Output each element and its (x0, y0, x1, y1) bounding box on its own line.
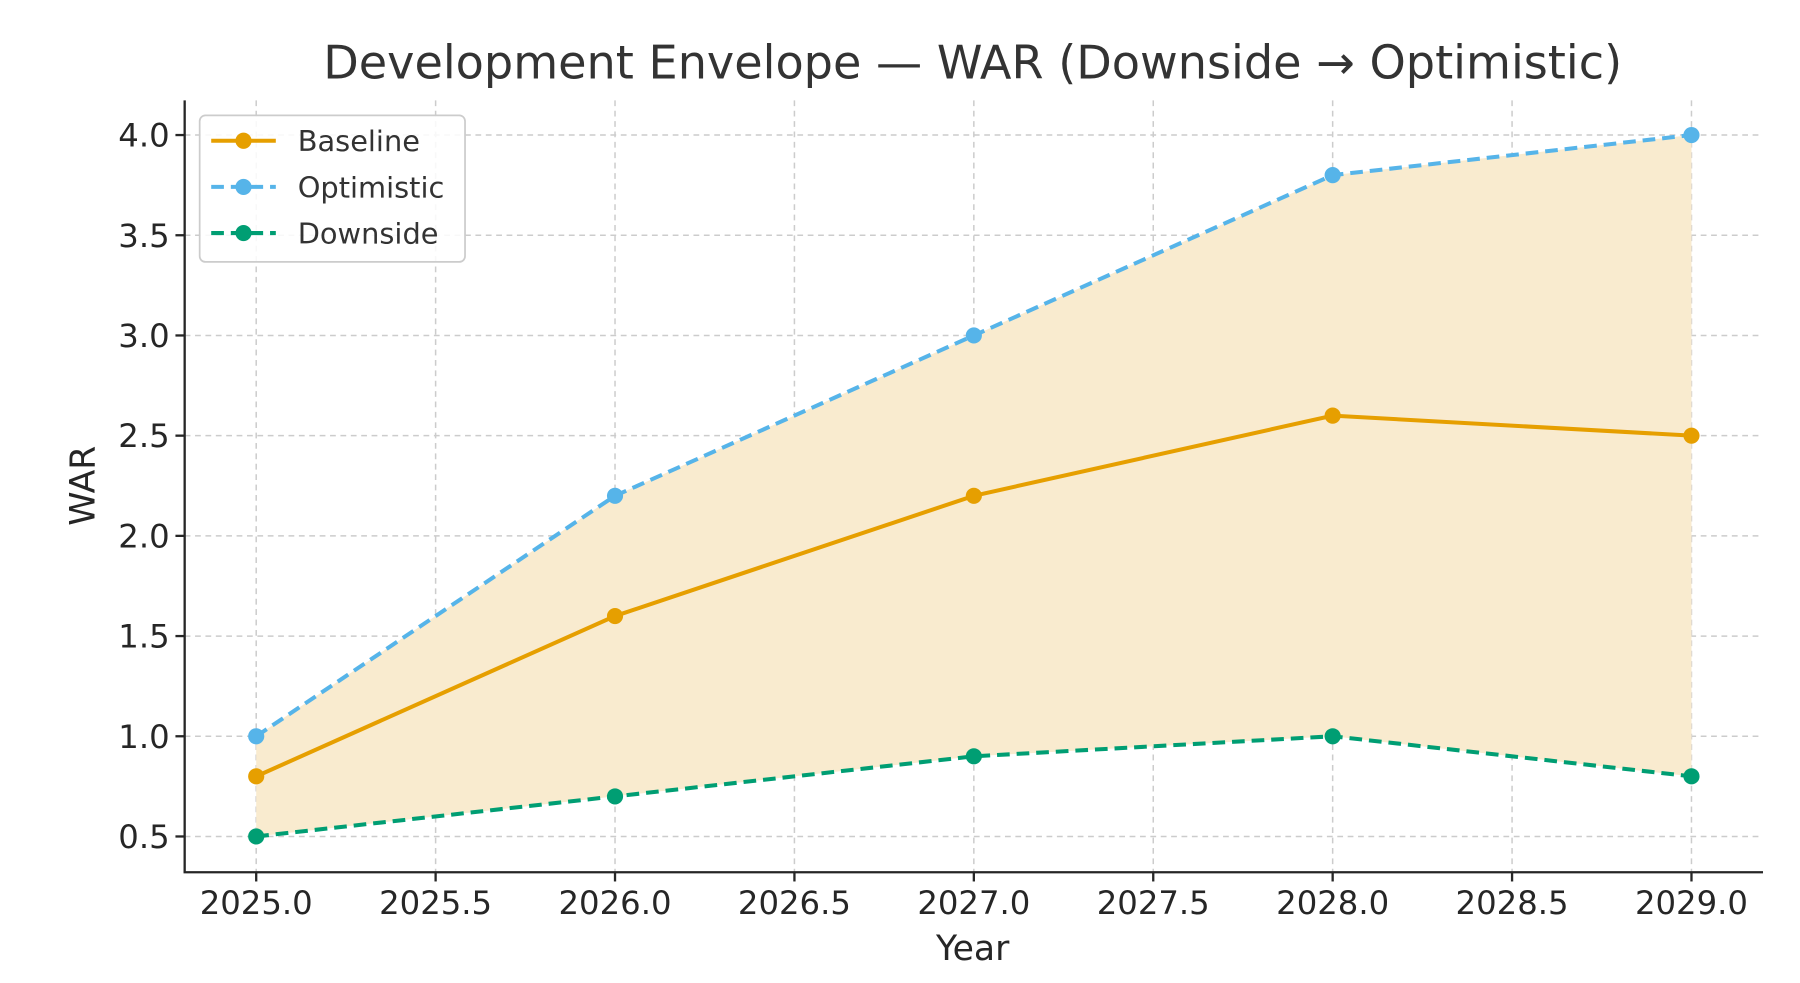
legend-label: Downside (298, 216, 439, 250)
data-point-baseline (248, 768, 265, 785)
data-point-baseline (1683, 427, 1700, 444)
x-tick-label: 2027.0 (917, 884, 1030, 922)
data-point-downside (1683, 768, 1700, 785)
data-point-baseline (1324, 407, 1341, 424)
x-tick-label: 2025.0 (200, 884, 313, 922)
legend-label: Baseline (298, 124, 420, 158)
legend: Baseline Optimistic Downside (198, 114, 466, 263)
x-tick-label: 2027.5 (1097, 884, 1210, 922)
data-point-optimistic (1324, 167, 1341, 184)
x-axis-label: Year (935, 929, 1010, 969)
data-point-optimistic (1683, 126, 1700, 144)
y-tick-label: 2.5 (118, 417, 169, 455)
x-tick-label: 2026.0 (559, 884, 672, 922)
data-point-downside (248, 828, 265, 845)
data-point-downside (606, 788, 624, 805)
x-tick-label: 2025.5 (379, 884, 492, 922)
data-point-baseline (606, 607, 624, 625)
legend-label: Optimistic (298, 170, 445, 204)
x-tick-label: 2026.5 (738, 884, 851, 922)
y-axis-label: WAR (64, 446, 104, 526)
data-point-optimistic (965, 327, 982, 344)
y-tick-label: 3.0 (118, 317, 169, 355)
envelope-band (256, 135, 1692, 837)
x-tick-label: 2028.5 (1456, 884, 1569, 922)
data-point-optimistic (248, 728, 265, 745)
y-tick-label: 3.5 (118, 217, 169, 255)
data-point-downside (1324, 728, 1341, 745)
x-tick-label: 2028.0 (1276, 884, 1389, 922)
legend-box (198, 114, 466, 263)
y-tick-label: 2.0 (118, 517, 169, 555)
y-tick-label: 1.5 (118, 618, 169, 656)
data-point-optimistic (606, 487, 624, 504)
legend-marker (235, 132, 252, 149)
y-tick-label: 1.0 (118, 718, 169, 756)
data-point-baseline (965, 487, 982, 504)
x-tick-label: 2029.0 (1635, 884, 1748, 922)
data-point-downside (965, 748, 982, 765)
legend-marker (235, 178, 252, 195)
y-tick-label: 0.5 (118, 818, 169, 856)
series-line-downside (255, 734, 1692, 839)
y-tick-label: 4.0 (118, 117, 169, 155)
chart-title: Development Envelope — WAR (Downside → O… (323, 35, 1622, 89)
legend-marker (235, 224, 252, 242)
